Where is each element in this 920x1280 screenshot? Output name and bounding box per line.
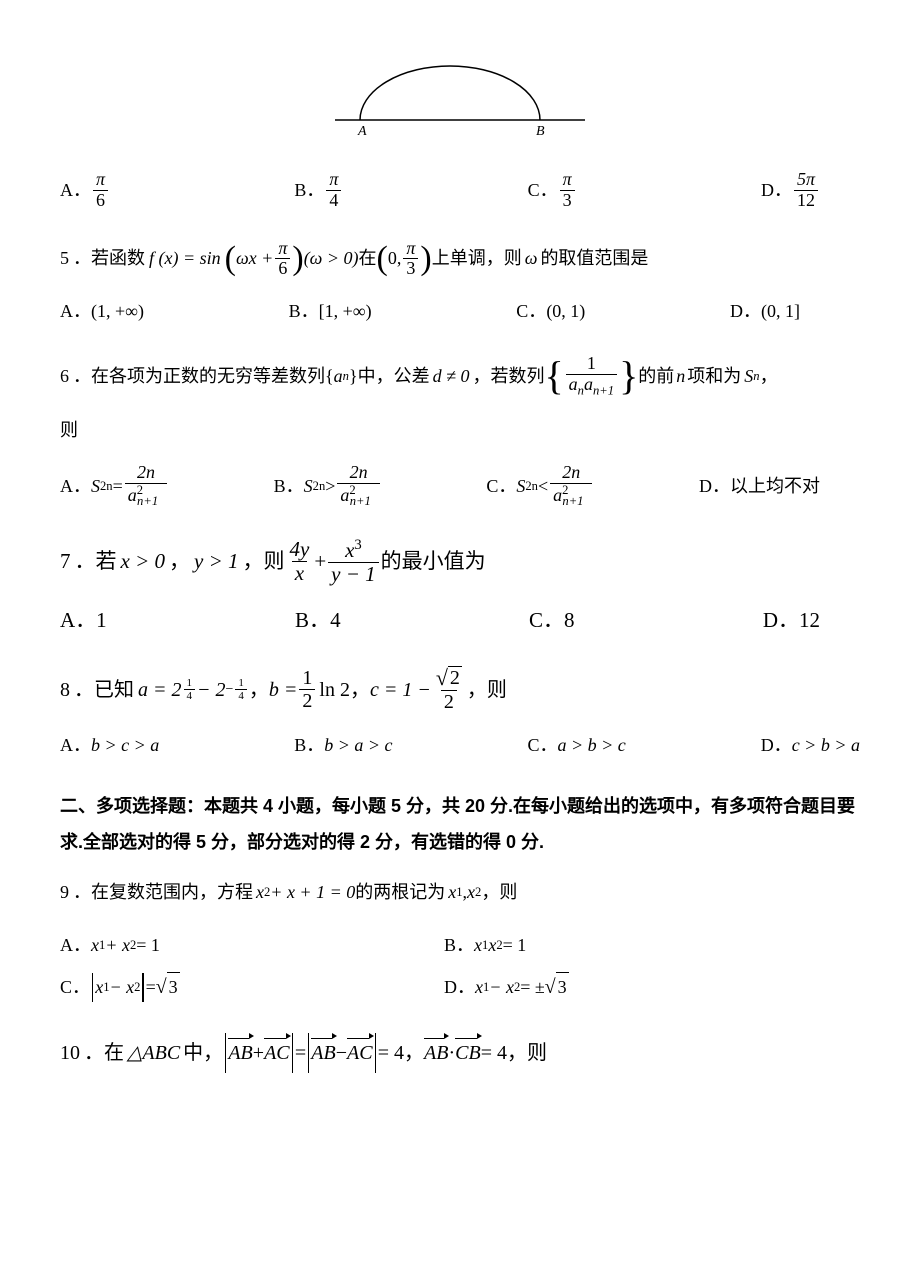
q4-opt-B: B． π4 bbox=[294, 170, 343, 211]
opt-label: B． bbox=[294, 176, 324, 205]
q6-opt-A: A． S2n = 2na2n+1 bbox=[60, 463, 169, 509]
label-A: A bbox=[357, 124, 367, 139]
opt-label: A． bbox=[60, 176, 91, 205]
section-2-header: 二、多项选择题：本题共 4 小题，每小题 5 分，共 20 分.在每小题给出的选… bbox=[60, 788, 860, 860]
q4-opt-D: D． 5π12 bbox=[761, 170, 820, 211]
q9-opt-A: A． x1 + x2 = 1 bbox=[60, 931, 444, 960]
q8-opt-C: C．a > b > c bbox=[527, 731, 625, 760]
q7-opt-D: D．12 bbox=[763, 604, 820, 638]
q5-opt-D: D．(0, 1] bbox=[730, 297, 800, 326]
q7-options: A．1 B．4 C．8 D．12 bbox=[60, 604, 860, 638]
semicircle-figure: A B bbox=[60, 50, 860, 140]
q8-opt-A: A．b > c > a bbox=[60, 731, 159, 760]
q9-opt-D: D． x1 − x2 = ± √3 bbox=[444, 972, 828, 1004]
q9-opt-B: B． x1 x2 = 1 bbox=[444, 931, 828, 960]
q4-opt-C: C． π3 bbox=[528, 170, 577, 211]
q7-opt-B: B．4 bbox=[295, 604, 341, 638]
q6-options: A． S2n = 2na2n+1 B． S2n > 2na2n+1 C． S2n… bbox=[60, 463, 860, 509]
q5-stem: 5 ．若函数 f (x) = sin ( ωx + π6 ) (ω > 0) 在… bbox=[60, 239, 860, 280]
opt-label: C． bbox=[528, 176, 558, 205]
opt-label: D． bbox=[761, 176, 792, 205]
q6-then: 则 bbox=[60, 416, 860, 445]
q4-options: A． π6 B． π4 C． π3 D． 5π12 bbox=[60, 170, 860, 211]
q5-options: A．(1, +∞) B．[1, +∞) C．(0, 1) D．(0, 1] bbox=[60, 297, 860, 326]
q9-opt-C: C． x1 − x2 = √3 bbox=[60, 972, 444, 1004]
q6-stem: 6 ．在各项为正数的无穷等差数列 {an} 中，公差 d ≠ 0 ，若数列 { … bbox=[60, 354, 860, 398]
q8-opt-D: D．c > b > a bbox=[761, 731, 860, 760]
q4-opt-A: A． π6 bbox=[60, 170, 110, 211]
q7-stem: 7 ．若 x > 0 ， y > 1 ，则 4yx + x3y − 1 的最小值… bbox=[60, 537, 860, 586]
q6-opt-B: B． S2n > 2na2n+1 bbox=[274, 463, 382, 509]
q8-opt-B: B．b > a > c bbox=[294, 731, 392, 760]
q7-opt-A: A．1 bbox=[60, 604, 107, 638]
q5-opt-A: A．(1, +∞) bbox=[60, 297, 144, 326]
q10-stem: 10 ．在 △ABC 中， AB + AC = AB − AC = 4 ， AB… bbox=[60, 1033, 860, 1073]
q5-opt-C: C．(0, 1) bbox=[516, 297, 585, 326]
label-B: B bbox=[536, 124, 545, 139]
q5-opt-B: B．[1, +∞) bbox=[289, 297, 372, 326]
q8-stem: 8 ．已知 a = 2 14 − 2 −14 ， b = 12 ln 2 ， c… bbox=[60, 666, 860, 713]
q6-opt-D: D． 以上均不对 bbox=[699, 463, 820, 509]
q9-stem: 9 ．在复数范围内，方程 x2 + x + 1 = 0 的两根记为 x1 , x… bbox=[60, 878, 860, 907]
q8-options: A．b > c > a B．b > a > c C．a > b > c D．c … bbox=[60, 731, 860, 760]
figure-svg: A B bbox=[330, 50, 590, 140]
q6-opt-C: C． S2n < 2na2n+1 bbox=[486, 463, 594, 509]
q9-options: A． x1 + x2 = 1 B． x1 x2 = 1 C． x1 − x2 =… bbox=[60, 925, 860, 1009]
q7-opt-C: C．8 bbox=[529, 604, 575, 638]
